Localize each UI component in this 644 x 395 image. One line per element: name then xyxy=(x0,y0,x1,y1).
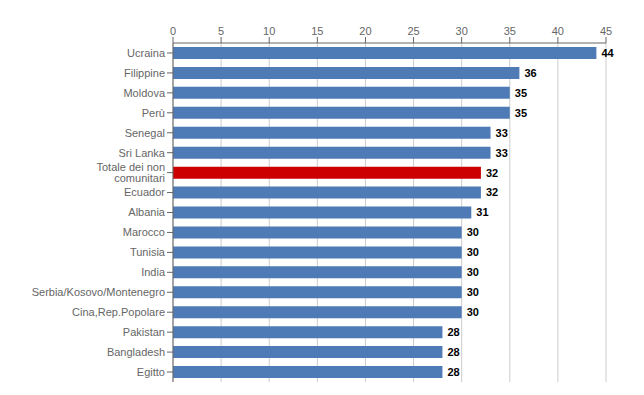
svg-text:Ecuador: Ecuador xyxy=(124,186,165,198)
svg-text:35: 35 xyxy=(515,87,527,99)
svg-text:28: 28 xyxy=(447,366,459,378)
svg-text:5: 5 xyxy=(218,25,224,37)
svg-text:20: 20 xyxy=(359,25,371,37)
svg-text:45: 45 xyxy=(600,25,612,37)
svg-text:India: India xyxy=(141,266,166,278)
svg-text:Tunisia: Tunisia xyxy=(130,246,166,258)
svg-text:0: 0 xyxy=(170,25,176,37)
svg-text:Senegal: Senegal xyxy=(125,127,165,139)
svg-text:Bangladesh: Bangladesh xyxy=(107,346,165,358)
svg-text:Sri Lanka: Sri Lanka xyxy=(119,147,166,159)
svg-text:33: 33 xyxy=(496,147,508,159)
svg-text:Egitto: Egitto xyxy=(137,366,165,378)
svg-text:30: 30 xyxy=(467,266,479,278)
svg-text:33: 33 xyxy=(496,127,508,139)
svg-text:30: 30 xyxy=(467,286,479,298)
svg-text:35: 35 xyxy=(515,107,527,119)
svg-text:30: 30 xyxy=(467,246,479,258)
svg-text:15: 15 xyxy=(311,25,323,37)
svg-text:44: 44 xyxy=(601,47,614,59)
svg-text:Pakistan: Pakistan xyxy=(123,326,165,338)
svg-text:40: 40 xyxy=(552,25,564,37)
svg-text:Moldova: Moldova xyxy=(123,87,165,99)
svg-text:36: 36 xyxy=(524,67,536,79)
svg-text:32: 32 xyxy=(486,186,498,198)
svg-text:32: 32 xyxy=(486,167,498,179)
svg-text:28: 28 xyxy=(447,326,459,338)
svg-text:10: 10 xyxy=(263,25,275,37)
svg-text:28: 28 xyxy=(447,346,459,358)
svg-text:Marocco: Marocco xyxy=(123,226,165,238)
svg-text:Perù: Perù xyxy=(142,107,165,119)
svg-text:Serbia/Kosovo/Montenegro: Serbia/Kosovo/Montenegro xyxy=(32,286,165,298)
svg-text:25: 25 xyxy=(407,25,419,37)
svg-text:Cina,Rep.Popolare: Cina,Rep.Popolare xyxy=(72,306,165,318)
svg-text:30: 30 xyxy=(456,25,468,37)
svg-text:Totale dei noncomunitari: Totale dei noncomunitari xyxy=(97,161,166,184)
svg-text:35: 35 xyxy=(504,25,516,37)
svg-text:30: 30 xyxy=(467,306,479,318)
svg-text:Ucraina: Ucraina xyxy=(127,47,166,59)
svg-text:Albania: Albania xyxy=(128,206,166,218)
svg-text:Filippine: Filippine xyxy=(124,67,165,79)
svg-text:30: 30 xyxy=(467,226,479,238)
svg-text:31: 31 xyxy=(476,206,488,218)
